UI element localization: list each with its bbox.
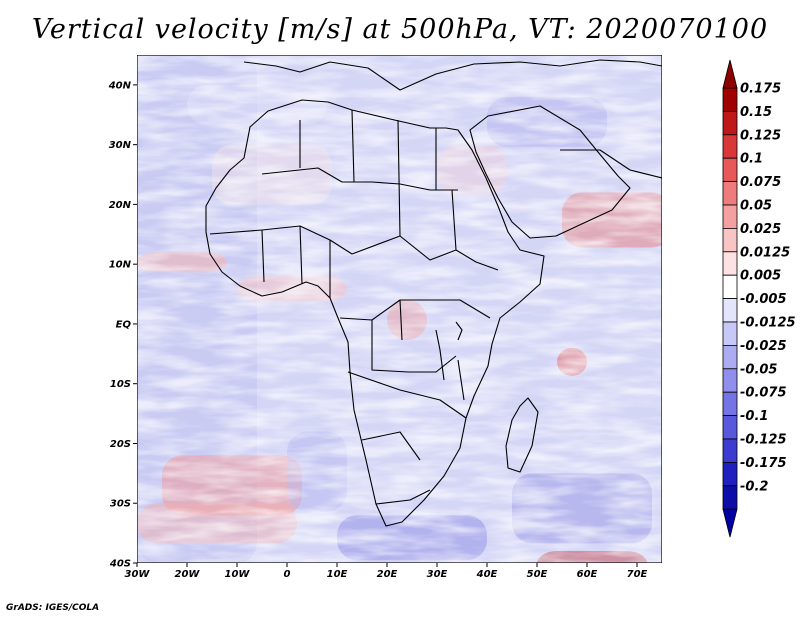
lon-axis: 30W 20W 10W 0 10E 20E 30E 40E 50E 60E 70E bbox=[125, 563, 648, 580]
lon-tick-label: 10E bbox=[327, 569, 348, 580]
colorbar-label: 0.025 bbox=[740, 222, 781, 237]
lat-axis: 40N 30N 20N 10N EQ 10S 20S 30S 40S bbox=[108, 80, 137, 570]
colorbar-swatch bbox=[722, 438, 738, 463]
borders-central bbox=[339, 235, 499, 373]
grads-credit: GrADS: IGES/COLA bbox=[6, 603, 100, 613]
colorbar-swatch bbox=[722, 111, 738, 136]
lat-tick-label: 40N bbox=[108, 80, 132, 91]
lon-tick-label: 70E bbox=[627, 569, 648, 580]
colorbar-swatch bbox=[722, 134, 738, 159]
colorbar-label: 0.075 bbox=[740, 175, 781, 190]
madagascar bbox=[505, 397, 539, 473]
colorbar-label: -0.0125 bbox=[740, 316, 796, 331]
lon-tick-label: 20E bbox=[377, 569, 398, 580]
lon-tick-label: 30W bbox=[125, 569, 151, 580]
colorbar: 0.175 0.15 0.125 0.1 0.075 0.05 0.025 0.0125 0.0… bbox=[722, 59, 796, 538]
lat-tick-label: 10S bbox=[110, 379, 131, 390]
colorbar-label: 0.05 bbox=[740, 199, 772, 214]
lon-tick-label: 50E bbox=[527, 569, 548, 580]
chart-title: Vertical velocity [m/s] at 500hPa, VT: 2… bbox=[31, 14, 769, 45]
colorbar-label: -0.175 bbox=[740, 456, 787, 471]
lon-tick-label: 40E bbox=[476, 569, 498, 580]
colorbar-bottom-arrow bbox=[722, 508, 738, 538]
colorbar-swatch bbox=[722, 298, 738, 323]
lat-tick-label: 30S bbox=[110, 499, 131, 510]
colorbar-label: 0.1 bbox=[740, 152, 763, 167]
lon-tick-label: 30E bbox=[427, 569, 448, 580]
shading-texture bbox=[137, 55, 662, 563]
colorbar-swatch bbox=[722, 485, 738, 510]
lon-tick-label: 0 bbox=[284, 569, 291, 580]
map-panel bbox=[137, 55, 662, 563]
colorbar-label: -0.2 bbox=[740, 479, 768, 494]
iran-coast bbox=[560, 149, 662, 179]
colorbar-label: -0.05 bbox=[740, 362, 777, 377]
borders-north bbox=[261, 109, 458, 251]
colorbar-label: -0.025 bbox=[740, 339, 787, 354]
colorbar-label: 0.005 bbox=[740, 269, 781, 284]
colorbar-swatch bbox=[722, 368, 738, 393]
colorbar-swatch bbox=[722, 157, 738, 182]
colorbar-label: 0.125 bbox=[740, 128, 781, 143]
colorbar-label: -0.125 bbox=[740, 433, 787, 448]
colorbar-top-arrow bbox=[722, 59, 738, 89]
europe-coast bbox=[243, 59, 662, 91]
colorbar-swatch bbox=[722, 344, 738, 370]
lat-tick-label: 20S bbox=[110, 439, 131, 450]
colorbar-swatch bbox=[722, 251, 738, 276]
colorbar-label: 0.0125 bbox=[740, 245, 790, 260]
colorbar-label: -0.1 bbox=[740, 409, 768, 424]
colorbar-label: 0.15 bbox=[740, 105, 772, 120]
lat-tick-label: 20N bbox=[109, 200, 132, 211]
colorbar-label: 0.175 bbox=[740, 82, 781, 97]
africa-coastline bbox=[205, 99, 545, 527]
lon-tick-label: 60E bbox=[577, 569, 598, 580]
arabian-peninsula bbox=[469, 105, 631, 239]
lat-tick-label: EQ bbox=[116, 319, 132, 330]
great-lakes bbox=[435, 321, 465, 401]
lat-tick-label: 10N bbox=[109, 260, 132, 271]
lon-tick-label: 20W bbox=[175, 569, 201, 580]
colorbar-swatch bbox=[722, 87, 738, 112]
borders-west bbox=[209, 225, 353, 298]
colorbar-label: -0.005 bbox=[740, 292, 787, 307]
lat-tick-label: 30N bbox=[109, 140, 132, 151]
colorbar-swatch bbox=[722, 415, 738, 440]
colorbar-swatch bbox=[722, 227, 738, 253]
colorbar-swatch bbox=[722, 274, 738, 300]
continent-outline bbox=[205, 59, 662, 527]
colorbar-swatch bbox=[722, 391, 738, 417]
colorbar-swatch bbox=[722, 204, 738, 229]
borders-south bbox=[347, 371, 467, 505]
colorbar-label: -0.075 bbox=[740, 386, 787, 401]
colorbar-swatch bbox=[722, 321, 738, 346]
colorbar-swatch bbox=[722, 461, 738, 487]
colorbar-swatch bbox=[722, 181, 738, 206]
lat-tick-label: 40S bbox=[109, 559, 131, 570]
lon-tick-label: 10W bbox=[225, 569, 251, 580]
